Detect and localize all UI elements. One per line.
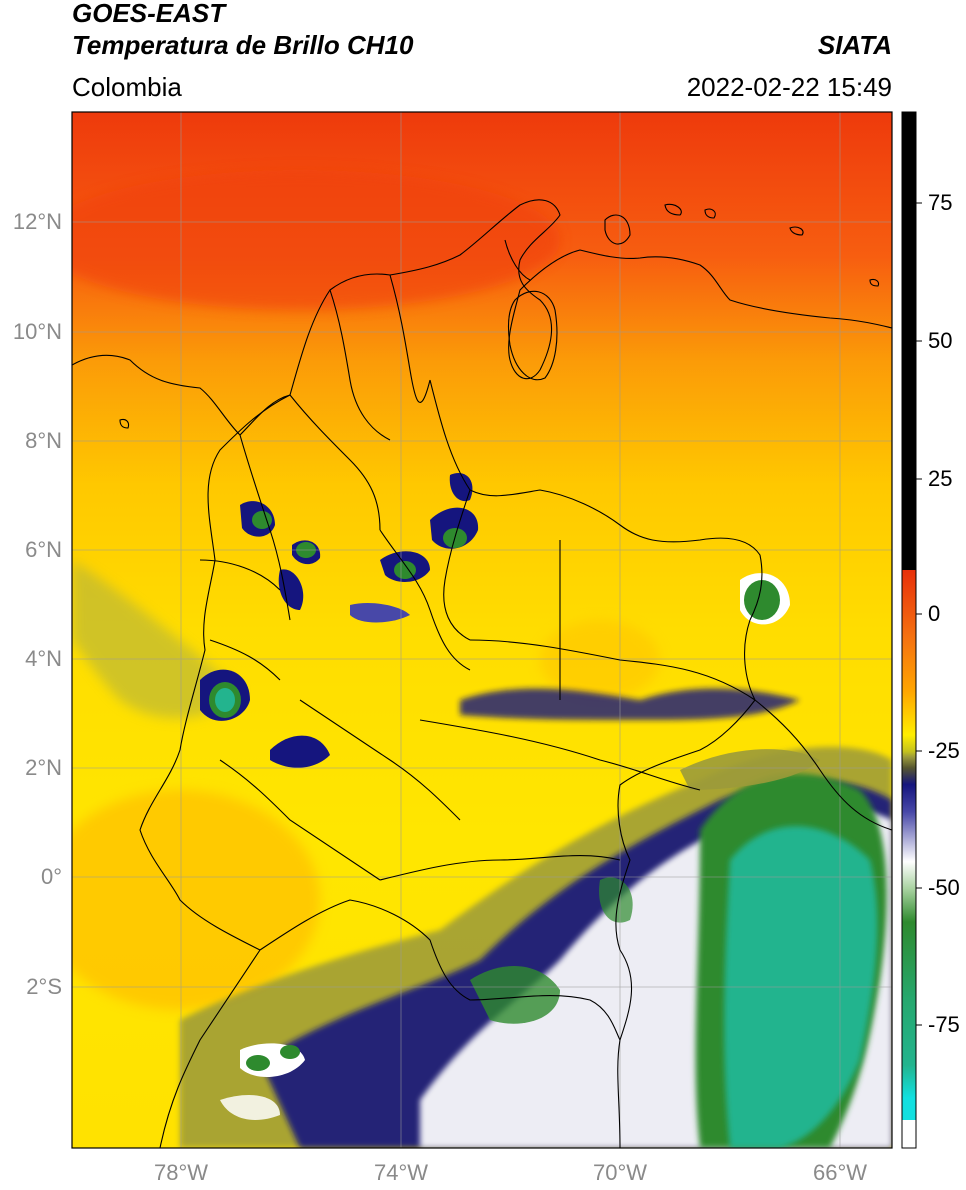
lon-label-70w: 70°W bbox=[592, 1160, 648, 1185]
product-title: Temperatura de Brillo CH10 bbox=[72, 30, 414, 60]
colorbar-tick-minus-50: -50 bbox=[928, 875, 960, 900]
convective-cells bbox=[200, 472, 790, 1120]
colorbar-tick-50: 50 bbox=[928, 328, 953, 353]
colorbar-tick-75: 75 bbox=[928, 190, 953, 215]
provider-label: SIATA bbox=[817, 30, 892, 60]
colorbar bbox=[901, 111, 922, 1149]
lat-label-6n: 6°N bbox=[25, 537, 62, 562]
boundaries bbox=[72, 199, 892, 1148]
lon-label-66w: 66°W bbox=[812, 1160, 868, 1185]
satellite-title: GOES-EAST bbox=[72, 0, 226, 28]
lat-label-12n: 12°N bbox=[12, 209, 62, 234]
lat-label-10n: 10°N bbox=[12, 319, 62, 344]
region-label: Colombia bbox=[72, 72, 182, 102]
lat-label-2s: 2°S bbox=[26, 974, 62, 999]
graticule bbox=[72, 112, 892, 1148]
lat-label-0: 0° bbox=[40, 864, 62, 889]
datetime-label: 2022-02-22 15:49 bbox=[686, 72, 892, 102]
colorbar-tick-0: 0 bbox=[928, 601, 941, 626]
colorbar-tick-25: 25 bbox=[928, 466, 953, 491]
colorbar-tick-minus-75: -75 bbox=[928, 1012, 960, 1037]
colorbar-tick-minus-25: -25 bbox=[928, 738, 960, 763]
map-frame bbox=[71, 111, 893, 1149]
lon-label-74w: 74°W bbox=[373, 1160, 429, 1185]
lat-label-2n: 2°N bbox=[25, 755, 62, 780]
lat-label-4n: 4°N bbox=[25, 646, 62, 671]
lat-label-8n: 8°N bbox=[25, 428, 62, 453]
lon-label-78w: 78°W bbox=[153, 1160, 209, 1185]
